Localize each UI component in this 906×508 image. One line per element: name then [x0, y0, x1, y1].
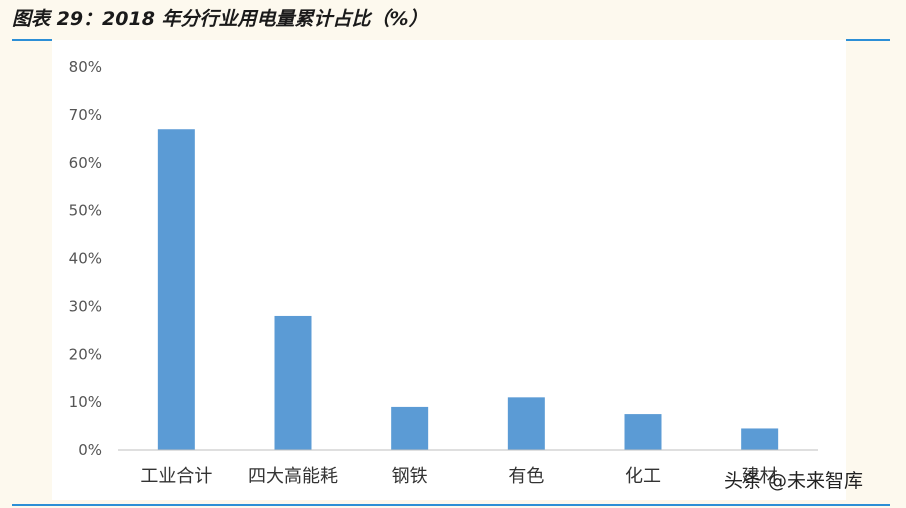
x-category-label: 工业合计 [140, 466, 212, 487]
footer-rule [12, 504, 890, 506]
x-category-label: 钢铁 [392, 466, 428, 487]
x-category-label: 化工 [625, 466, 661, 487]
y-tick-label: 0% [78, 441, 102, 459]
x-axis-labels: 工业合计 四大高能耗 钢铁 有色 化工 建材 [140, 466, 777, 487]
y-tick-label: 10% [69, 393, 102, 411]
bar-4 [624, 414, 662, 450]
y-tick-label: 20% [69, 345, 102, 363]
x-category-label: 建材 [742, 466, 778, 487]
bar-2 [391, 406, 429, 450]
y-axis-ticks: 0% 10% 20% 30% 40% 50% 60% 70% 80% [69, 58, 102, 459]
x-category-label: 四大高能耗 [248, 466, 338, 487]
x-category-label: 有色 [508, 466, 544, 487]
y-tick-label: 40% [69, 250, 102, 268]
bars [157, 129, 779, 451]
y-tick-label: 70% [69, 106, 102, 124]
chart-title: 图表 29：2018 年分行业用电量累计占比（%） [12, 8, 428, 30]
bar-chart: 0% 10% 20% 30% 40% 50% 60% 70% 80% 工业合计 四大高能耗 钢铁 有色… [69, 58, 818, 487]
watermark: 头条 @未来智库 [724, 470, 864, 492]
bar-0 [157, 129, 195, 451]
bar-5 [741, 428, 779, 450]
y-tick-label: 60% [69, 154, 102, 172]
y-tick-label: 30% [69, 297, 102, 315]
y-tick-label: 80% [69, 58, 102, 76]
plot-area: 0% 10% 20% 30% 40% 50% 60% 70% 80% 工业合计 四大高能耗 钢铁 有色… [52, 40, 846, 500]
header-rule-right [846, 39, 890, 41]
y-tick-label: 50% [69, 202, 102, 220]
bar-1 [274, 315, 312, 450]
header-rule-left [12, 39, 52, 41]
bar-3 [507, 397, 545, 450]
